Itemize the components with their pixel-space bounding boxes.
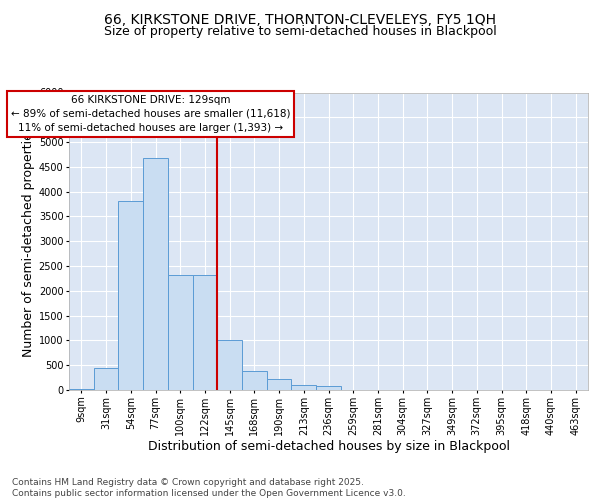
- X-axis label: Distribution of semi-detached houses by size in Blackpool: Distribution of semi-detached houses by …: [148, 440, 509, 454]
- Text: 66 KIRKSTONE DRIVE: 129sqm
← 89% of semi-detached houses are smaller (11,618)
11: 66 KIRKSTONE DRIVE: 129sqm ← 89% of semi…: [11, 95, 290, 133]
- Bar: [94, 368, 118, 390]
- Text: Size of property relative to semi-detached houses in Blackpool: Size of property relative to semi-detach…: [104, 25, 496, 38]
- Text: Contains HM Land Registry data © Crown copyright and database right 2025.
Contai: Contains HM Land Registry data © Crown c…: [12, 478, 406, 498]
- Bar: [69, 388, 94, 390]
- Bar: [242, 370, 267, 390]
- Bar: [316, 386, 341, 390]
- Bar: [168, 276, 193, 390]
- Bar: [118, 200, 143, 390]
- Bar: [193, 276, 217, 390]
- Y-axis label: Number of semi-detached properties: Number of semi-detached properties: [22, 126, 35, 357]
- Bar: [217, 340, 242, 390]
- Bar: [143, 158, 168, 390]
- Bar: [267, 378, 292, 390]
- Text: 66, KIRKSTONE DRIVE, THORNTON-CLEVELEYS, FY5 1QH: 66, KIRKSTONE DRIVE, THORNTON-CLEVELEYS,…: [104, 12, 496, 26]
- Bar: [292, 385, 316, 390]
